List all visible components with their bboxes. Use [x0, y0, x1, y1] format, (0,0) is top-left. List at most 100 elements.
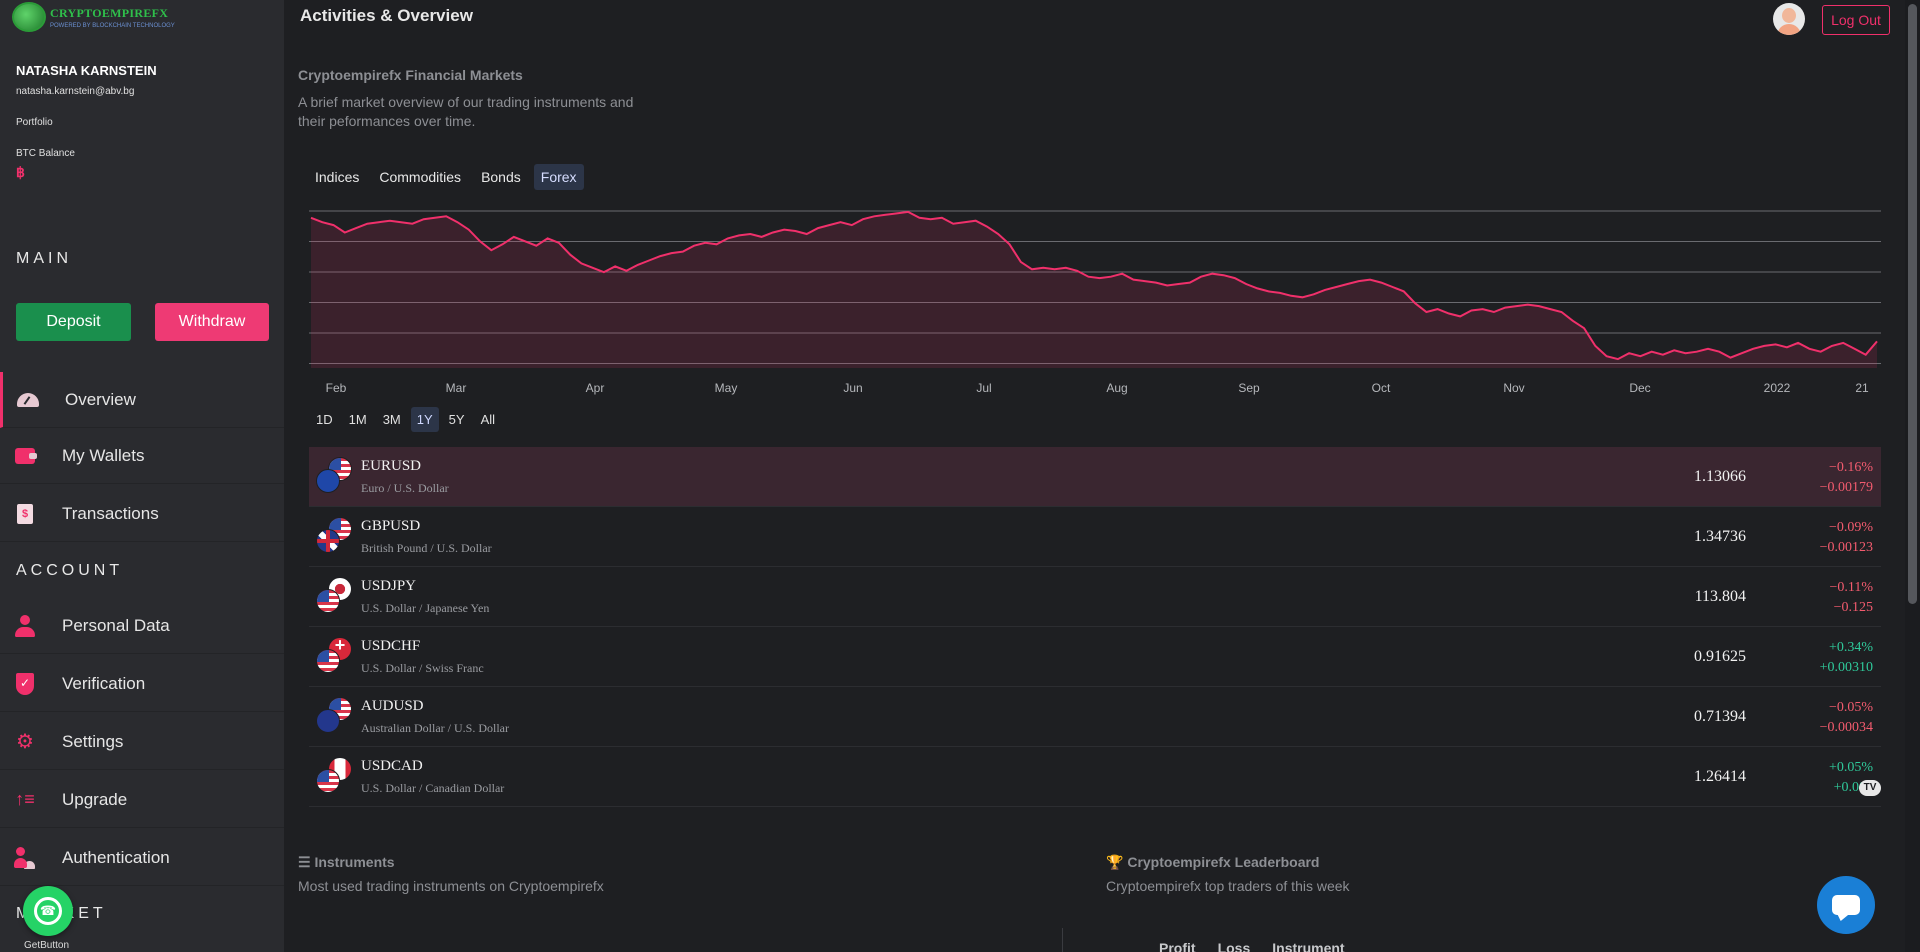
upgrade-icon: ↑≡: [15, 789, 35, 809]
sidebar-item-label: Upgrade: [62, 789, 128, 809]
change-percent: −0.16%: [1828, 460, 1873, 475]
instruments-title: ☰ Instruments: [298, 854, 395, 870]
symbol-description: U.S. Dollar / Canadian Dollar: [361, 781, 505, 795]
sidebar-item-upgrade[interactable]: ↑≡ Upgrade: [0, 772, 284, 828]
sidebar-item-authentication[interactable]: Authentication: [0, 830, 284, 886]
symbol-description: Euro / U.S. Dollar: [361, 481, 449, 495]
period-3m[interactable]: 3M: [382, 412, 401, 427]
period-all[interactable]: All: [480, 412, 496, 427]
x-tick-label: Jun: [843, 381, 863, 395]
forex-row-eurusd[interactable]: EURUSD Euro / U.S. Dollar 1.13066 −0.16%…: [309, 447, 1881, 507]
sidebar-item-verification[interactable]: ✓ Verification: [0, 656, 284, 712]
markets-description: A brief market overview of our trading i…: [298, 94, 634, 129]
x-tick-label: Dec: [1629, 381, 1651, 395]
user-email: natasha.karnstein@abv.bg: [16, 86, 135, 97]
sidebar-item-label: Authentication: [62, 847, 170, 867]
logout-button[interactable]: Log Out: [1822, 5, 1890, 35]
instruments-description: Most used trading instruments on Cryptoe…: [298, 878, 604, 894]
forex-row-gbpusd[interactable]: GBPUSD British Pound / U.S. Dollar 1.347…: [309, 507, 1881, 567]
change-percent: +0.05%: [1828, 760, 1873, 775]
period-5y[interactable]: 5Y: [448, 412, 465, 427]
price: 0.71394: [1694, 708, 1746, 725]
symbol: EURUSD: [361, 458, 422, 474]
tab-indices[interactable]: Indices: [315, 169, 360, 185]
period-1y[interactable]: 1Y: [410, 407, 439, 432]
leaderboard-title: 🏆 Cryptoempirefx Leaderboard: [1106, 854, 1320, 870]
sidebar-item-settings[interactable]: ⚙ Settings: [0, 714, 284, 770]
change-absolute: −0.125: [1833, 600, 1873, 615]
symbol: GBPUSD: [361, 518, 421, 534]
sidebar-item-my-wallets[interactable]: My Wallets: [0, 428, 284, 484]
change-absolute: −0.00123: [1819, 540, 1873, 555]
leaderboard-columns: Profit Loss Instrument: [1159, 940, 1345, 952]
sidebar-item-overview[interactable]: Overview: [0, 372, 284, 428]
chat-icon: [1832, 895, 1860, 915]
tab-bonds[interactable]: Bonds: [481, 169, 521, 185]
change-percent: −0.11%: [1829, 580, 1873, 595]
gears-icon: ⚙: [16, 731, 34, 753]
whatsapp-button[interactable]: ☎: [23, 886, 73, 936]
leaderboard-description: Cryptoempirefx top traders of this week: [1106, 878, 1350, 894]
wallet-icon: [14, 445, 37, 467]
list-icon: ☰: [298, 854, 311, 870]
tradingview-logo-icon[interactable]: TV: [1859, 780, 1881, 796]
sidebar-item-label: Settings: [62, 731, 124, 751]
forex-row-usdjpy[interactable]: USDJPY U.S. Dollar / Japanese Yen 113.80…: [309, 567, 1881, 627]
scrollbar-thumb[interactable]: [1908, 4, 1917, 604]
forex-chart-svg: [309, 210, 1881, 368]
invoice-icon: $: [14, 503, 36, 525]
x-tick-label: Jul: [976, 381, 992, 395]
forex-list: EURUSD Euro / U.S. Dollar 1.13066 −0.16%…: [309, 447, 1881, 807]
section-main: MAIN: [16, 250, 72, 267]
x-tick-label: Apr: [585, 381, 605, 395]
price: 1.26414: [1694, 768, 1746, 785]
symbol-description: U.S. Dollar / Swiss Franc: [361, 661, 484, 675]
x-tick-label: Sep: [1238, 381, 1260, 395]
period-1m[interactable]: 1M: [348, 412, 367, 427]
forex-chart[interactable]: [309, 200, 1881, 368]
scrollbar[interactable]: [1905, 0, 1920, 952]
tab-forex[interactable]: Forex: [533, 164, 584, 190]
sidebar-item-personal-data[interactable]: Personal Data: [0, 598, 284, 654]
flag-icon: [316, 757, 352, 793]
trophy-icon: 🏆: [1106, 854, 1124, 870]
deposit-button[interactable]: Deposit: [16, 303, 131, 341]
avatar[interactable]: [1773, 3, 1805, 35]
symbol-description: U.S. Dollar / Japanese Yen: [361, 601, 490, 615]
flag-icon: [316, 635, 352, 673]
sidebar-item-label: Verification: [62, 673, 146, 693]
change: −0.09% −0.00123: [1820, 518, 1873, 558]
sidebar-item-label: Transactions: [62, 503, 159, 523]
x-tick-label: 21: [1855, 381, 1869, 395]
sidebar-item-label: Personal Data: [62, 615, 170, 635]
price: 113.804: [1694, 588, 1746, 605]
symbol-description: Australian Dollar / U.S. Dollar: [361, 721, 509, 735]
shield-check-icon: ✓: [14, 672, 36, 695]
market-tabs: Indices Commodities Bonds Forex: [308, 164, 584, 190]
getbutton-label[interactable]: GetButton: [24, 940, 70, 951]
brand-logo[interactable]: CRYPTOEMPIREFX POWERED BY BLOCKCHAIN TEC…: [12, 2, 175, 32]
price: 1.34736: [1694, 528, 1746, 545]
column-loss: Loss: [1217, 940, 1251, 952]
price: 1.13066: [1694, 468, 1746, 485]
forex-row-usdcad[interactable]: USDCAD U.S. Dollar / Canadian Dollar 1.2…: [309, 747, 1881, 807]
flag-icon: [316, 517, 352, 553]
panel-divider: [1062, 928, 1063, 952]
forex-row-audusd[interactable]: AUDUSD Australian Dollar / U.S. Dollar 0…: [309, 687, 1881, 747]
forex-row-usdchf[interactable]: USDCHF U.S. Dollar / Swiss Franc 0.91625…: [309, 627, 1881, 687]
withdraw-button[interactable]: Withdraw: [155, 303, 269, 341]
sidebar-item-transactions[interactable]: $ Transactions: [0, 486, 284, 542]
symbol: AUDUSD: [361, 698, 424, 714]
chat-button[interactable]: [1817, 876, 1875, 934]
x-tick-label: Oct: [1371, 381, 1391, 395]
globe-icon: [12, 2, 46, 32]
tab-commodities[interactable]: Commodities: [379, 169, 462, 185]
period-1d[interactable]: 1D: [316, 412, 333, 427]
flag-icon: [316, 697, 352, 733]
change-percent: −0.09%: [1828, 520, 1873, 535]
change-absolute: −0.00034: [1819, 720, 1873, 735]
sidebar: CRYPTOEMPIREFX POWERED BY BLOCKCHAIN TEC…: [0, 0, 284, 952]
column-instrument: Instrument: [1272, 940, 1345, 952]
x-tick-label: Aug: [1106, 381, 1128, 395]
gauge-icon: [17, 389, 39, 411]
